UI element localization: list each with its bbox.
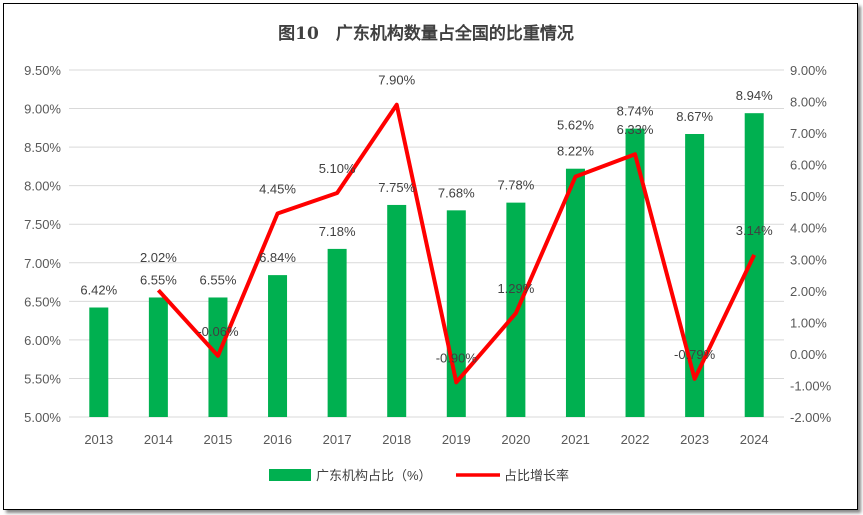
- left-tick-label: 5.50%: [24, 371, 61, 386]
- bar: [327, 248, 347, 417]
- right-tick-label: 0.00%: [790, 347, 827, 362]
- x-tick-label: 2018: [382, 432, 411, 447]
- x-tick-label: 2017: [323, 432, 352, 447]
- bar-data-label: 7.18%: [319, 224, 356, 239]
- x-tick-label: 2019: [442, 432, 471, 447]
- bar: [148, 297, 168, 417]
- left-tick-label: 7.50%: [24, 217, 61, 232]
- line-data-label: 7.90%: [378, 73, 415, 88]
- x-tick-label: 2021: [561, 432, 590, 447]
- legend-bar-label: 广东机构占比（%）: [316, 468, 432, 483]
- x-tick-label: 2022: [621, 432, 650, 447]
- line-data-label: 2.02%: [140, 250, 177, 265]
- bar-data-label: 7.78%: [497, 178, 534, 193]
- bar: [268, 275, 288, 417]
- line-data-label: -0.06%: [197, 324, 239, 339]
- legend: 广东机构占比（%） 占比增长率: [269, 468, 569, 483]
- left-tick-label: 5.00%: [24, 410, 61, 425]
- line-data-label: -0.90%: [436, 350, 478, 365]
- chart-title: 图10 广东机构数量占全国的比重情况: [278, 23, 574, 44]
- chart: 图10 广东机构数量占全国的比重情况 6.42% 6.55% 6.55% 6.84% 7…: [24, 23, 832, 483]
- bar: [625, 128, 645, 418]
- line-data-label: 3.14%: [736, 223, 773, 238]
- legend-line-label: 占比增长率: [504, 468, 569, 483]
- line-data-label: -0.79%: [674, 347, 716, 362]
- right-tick-label: 3.00%: [790, 252, 827, 267]
- bar: [387, 204, 407, 417]
- line-data-label: 5.10%: [319, 161, 356, 176]
- x-tick-label: 2023: [680, 432, 709, 447]
- x-tick-label: 2024: [740, 432, 769, 447]
- x-tick-label: 2020: [501, 432, 530, 447]
- x-tick-label: 2013: [84, 432, 113, 447]
- right-tick-label: 1.00%: [790, 315, 827, 330]
- x-tick-label: 2016: [263, 432, 292, 447]
- bar-data-label: 8.22%: [557, 144, 594, 159]
- right-tick-label: 5.00%: [790, 189, 827, 204]
- bar: [446, 210, 466, 417]
- left-tick-label: 7.00%: [24, 256, 61, 271]
- line-data-label: 4.45%: [259, 182, 296, 197]
- right-tick-label: 4.00%: [790, 221, 827, 236]
- bar-data-label: 6.55%: [140, 272, 177, 287]
- left-tick-label: 8.00%: [24, 179, 61, 194]
- line-data-label: 5.62%: [557, 118, 594, 133]
- bar-data-label: 6.84%: [259, 250, 296, 265]
- right-tick-label: -1.00%: [790, 378, 832, 393]
- bar: [89, 307, 109, 417]
- x-tick-label: 2015: [203, 432, 232, 447]
- growth-rate-line: [156, 102, 757, 385]
- right-tick-label: 2.00%: [790, 284, 827, 299]
- bar-data-label: 6.42%: [80, 283, 117, 298]
- bar-data-label: 8.67%: [676, 109, 713, 124]
- right-tick-label: 7.00%: [790, 126, 827, 141]
- right-tick-label: 9.00%: [790, 63, 827, 78]
- bar-data-label: 6.55%: [200, 272, 237, 287]
- left-tick-label: 6.50%: [24, 294, 61, 309]
- bar: [565, 168, 585, 417]
- x-tick-label: 2014: [144, 432, 173, 447]
- line-data-label: 1.29%: [497, 281, 534, 296]
- bar-data-label: 7.75%: [378, 180, 415, 195]
- left-tick-label: 9.00%: [24, 102, 61, 117]
- right-tick-label: -2.00%: [790, 410, 832, 425]
- left-tick-label: 6.00%: [24, 333, 61, 348]
- line-data-label: 6.33%: [617, 122, 654, 137]
- left-tick-label: 8.50%: [24, 140, 61, 155]
- left-tick-label: 9.50%: [24, 63, 61, 78]
- chart-frame: 图10 广东机构数量占全国的比重情况 6.42% 6.55% 6.55% 6.84% 7…: [3, 3, 858, 510]
- legend-bar-swatch: [269, 469, 311, 481]
- bar-data-label: 8.94%: [736, 88, 773, 103]
- bar: [685, 134, 705, 417]
- right-tick-label: 8.00%: [790, 95, 827, 110]
- right-tick-label: 6.00%: [790, 158, 827, 173]
- bar: [744, 113, 764, 417]
- bar-data-label: 8.74%: [617, 104, 654, 119]
- bar-data-label: 7.68%: [438, 185, 475, 200]
